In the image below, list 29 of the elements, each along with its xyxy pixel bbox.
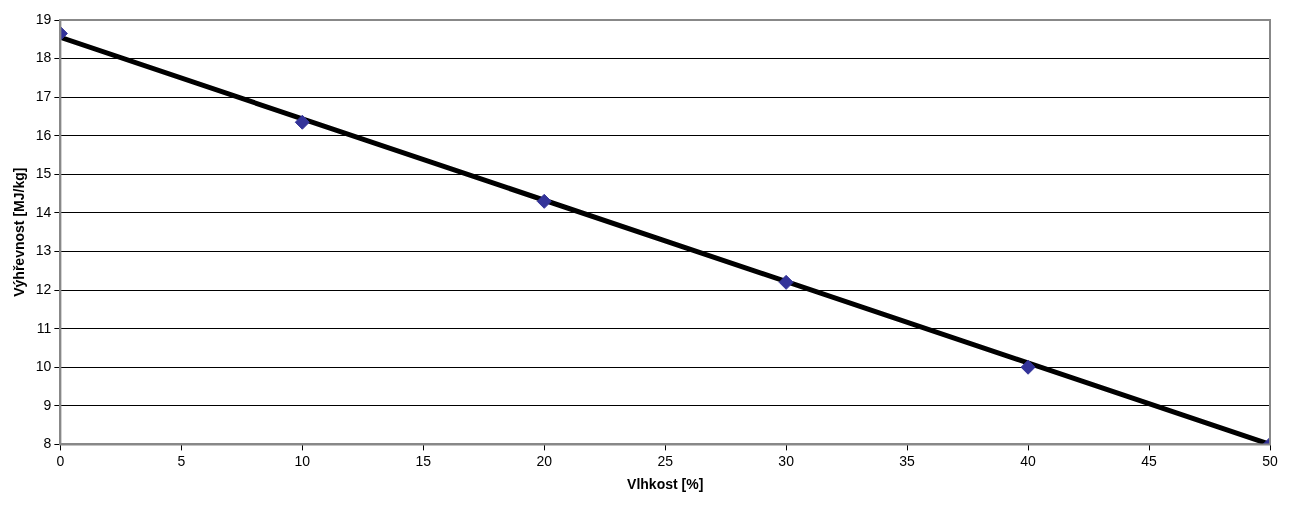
x-tick-label: 35 (899, 452, 916, 469)
x-tick-label: 45 (1141, 452, 1158, 469)
x-tick-label: 10 (294, 452, 311, 469)
y-tick-label: 17 (35, 88, 52, 105)
y-axis-title: Výhřevnost [MJ/kg] (11, 167, 28, 297)
x-tick-label: 40 (1020, 452, 1037, 469)
y-tick-label: 11 (36, 319, 52, 336)
x-tick-label: 5 (177, 452, 186, 469)
x-tick-label: 0 (56, 452, 65, 469)
point (536, 193, 552, 209)
x-tick-label: 50 (1262, 452, 1278, 469)
y-tick-label: 14 (35, 203, 52, 220)
y-tick-label: 8 (43, 435, 52, 452)
y-tick-label: 19 (35, 10, 52, 27)
x-tick-label: 25 (657, 452, 674, 469)
x-axis-title: Vlhkost [%] (627, 476, 704, 493)
point (778, 274, 794, 290)
point (294, 114, 310, 130)
y-tick-label: 13 (35, 242, 52, 259)
y-tick-label: 18 (35, 49, 52, 66)
point (1020, 359, 1036, 375)
y-tick-label: 15 (35, 165, 52, 182)
x-tick-label: 15 (415, 452, 432, 469)
x-tick-label: 30 (778, 452, 795, 469)
y-tick-label: 10 (35, 358, 52, 375)
x-tick-label: 20 (536, 452, 553, 469)
y-tick-label: 16 (35, 126, 52, 143)
y-tick-label: 12 (35, 280, 52, 297)
y-tick-label: 9 (43, 396, 52, 413)
